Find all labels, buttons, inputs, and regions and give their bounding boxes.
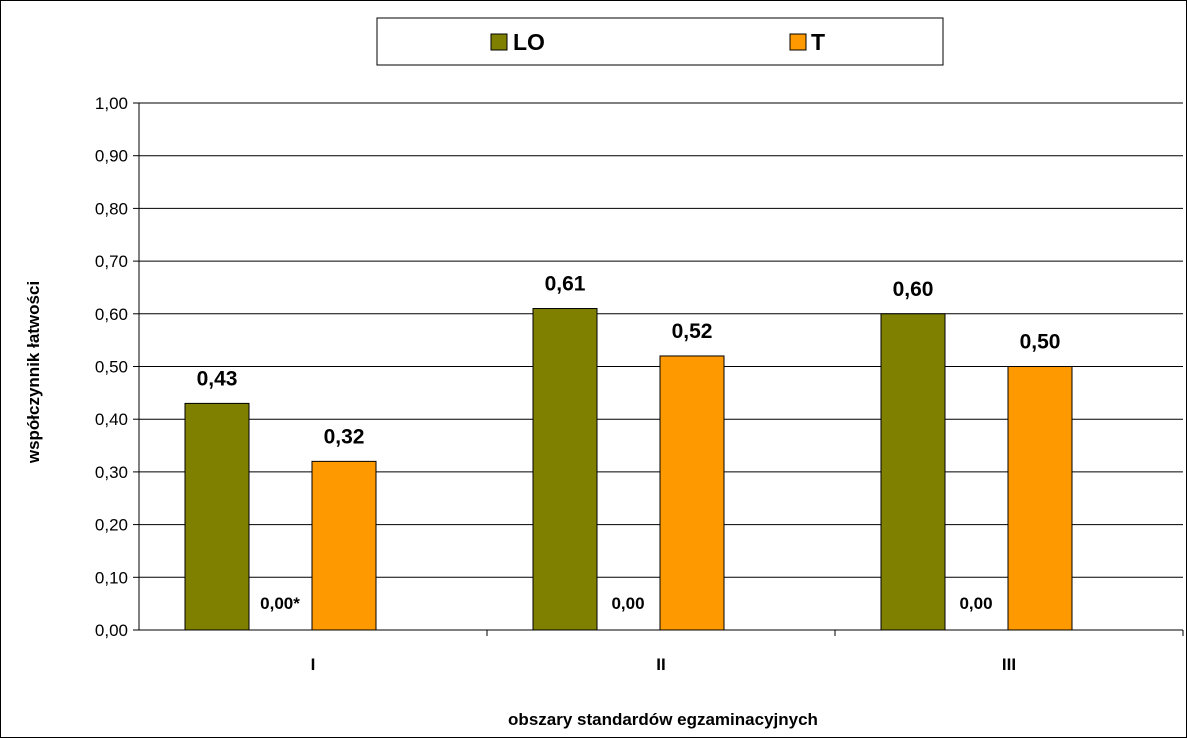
- bar-t: [659, 355, 725, 631]
- legend-label-lo: LO: [513, 29, 545, 55]
- y-tick-label: 0,30: [95, 463, 128, 482]
- data-label: 0,60: [893, 278, 934, 301]
- legend-box: [376, 17, 944, 66]
- y-tick-label: 0,70: [95, 252, 128, 271]
- legend-swatch-lo: [490, 33, 508, 51]
- y-tick-label: 0,60: [95, 305, 128, 324]
- y-axis-title: współczynnik łatwości: [24, 281, 43, 464]
- data-label: 0,61: [545, 273, 586, 296]
- data-label: 0,43: [197, 367, 238, 390]
- zero-data-label: 0,00: [959, 594, 992, 613]
- y-tick-label: 0,20: [95, 516, 128, 535]
- data-labels: 0,43 0,32 0,00* 0,61 0,52 0,00 0,60 0,50 0,00: [197, 273, 1061, 613]
- data-label: 0,50: [1020, 331, 1061, 354]
- bar-t: [1007, 366, 1073, 631]
- bar-t: [311, 460, 377, 631]
- y-tick-label: 1,00: [95, 94, 128, 113]
- data-label: 0,52: [672, 320, 713, 343]
- bar-lo: [880, 313, 946, 631]
- x-tick-label: II: [656, 655, 665, 674]
- bar-lo: [532, 308, 598, 631]
- y-tick-label: 0,40: [95, 410, 128, 429]
- legend-label-t: T: [811, 29, 825, 55]
- axes: 0,00 0,10 0,20 0,30 0,40 0,50 0,60 0,70 0,80 0,90…: [95, 94, 1184, 674]
- x-axis-title: obszary standardów egzaminacyjnych: [508, 710, 818, 729]
- x-tick-label: III: [1002, 655, 1016, 674]
- legend-swatch-t: [789, 33, 807, 51]
- x-tick-label: I: [311, 655, 316, 674]
- legend: LO T: [376, 17, 944, 66]
- y-tick-label: 0,50: [95, 358, 128, 377]
- bar-lo: [184, 402, 250, 631]
- y-tick-label: 0,10: [95, 568, 128, 587]
- y-tick-label: 0,00: [95, 621, 128, 640]
- y-tick-label: 0,80: [95, 199, 128, 218]
- y-tick-label: 0,90: [95, 147, 128, 166]
- zero-data-label: 0,00*: [260, 594, 300, 613]
- zero-data-label: 0,00: [611, 594, 644, 613]
- data-label: 0,32: [324, 425, 365, 448]
